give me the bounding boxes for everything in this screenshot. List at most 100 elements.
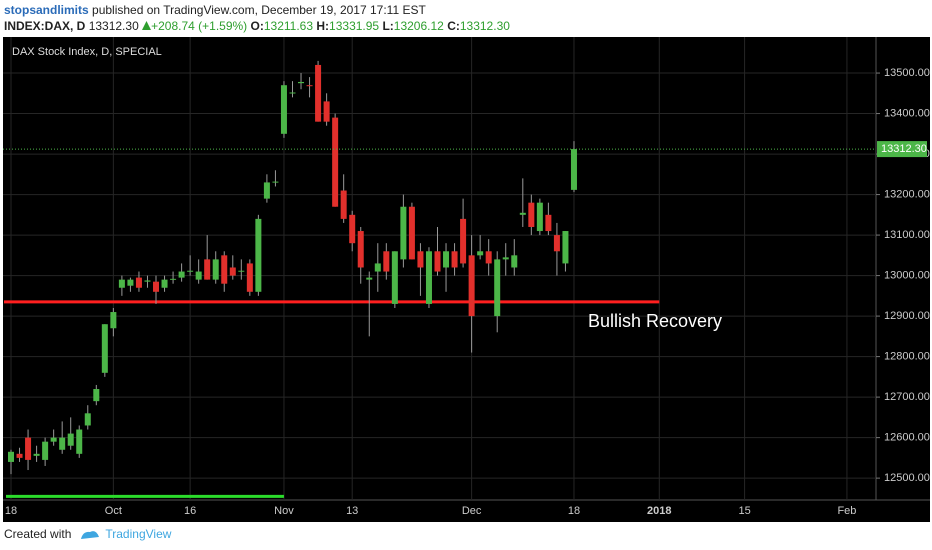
candle-body [255, 218, 262, 292]
y-tick-label: 12700.00 [884, 391, 930, 403]
candle-body [553, 235, 560, 252]
symbol: INDEX:DAX, D [4, 19, 86, 33]
candle-body [298, 81, 305, 84]
candle-body [204, 259, 211, 280]
candle-body [357, 231, 364, 268]
y-tick-label: 12500.00 [884, 472, 930, 484]
candle-body [272, 181, 279, 183]
c-label: C: [447, 19, 460, 33]
candle-body [332, 117, 339, 207]
last-price-box [877, 141, 927, 158]
y-tick-label: 13500.00 [884, 67, 930, 79]
candle-body [434, 251, 441, 272]
y-tick-label: 13200.00 [884, 188, 930, 200]
candle-body [178, 271, 185, 278]
y-tick-label: 13000.00 [884, 269, 930, 281]
last-price-label: 13312.30 [881, 143, 927, 155]
candle-body [212, 259, 219, 280]
candle-body [50, 437, 57, 442]
x-tick-label: Feb [837, 505, 856, 517]
y-tick-label: 12800.00 [884, 351, 930, 363]
candle-body [221, 255, 228, 284]
l-label: L: [382, 19, 394, 33]
candle-body [477, 251, 484, 256]
x-tick-label: 18 [568, 505, 580, 517]
candle-body [101, 324, 108, 373]
candle-body [536, 202, 543, 232]
candle-body [315, 64, 322, 122]
candle-body [33, 453, 40, 456]
candle-body [127, 279, 134, 286]
candle-body [451, 251, 458, 268]
candle-body [570, 149, 577, 190]
header-line-1: stopsandlimits published on TradingView.… [4, 3, 426, 17]
candle-body [144, 280, 151, 282]
x-tick-label: Dec [462, 505, 482, 517]
candle-body [170, 278, 177, 280]
x-tick-label: 13 [346, 505, 358, 517]
candle-body [383, 251, 390, 272]
published: published on TradingView.com, December 1… [92, 3, 426, 17]
candle-body [468, 255, 475, 317]
x-tick-label: 2018 [647, 505, 671, 517]
candle-body [25, 437, 32, 460]
candle-body [187, 270, 194, 272]
l-value: 13206.12 [393, 19, 444, 33]
created-with: Created with [4, 527, 72, 541]
candle-body [349, 214, 356, 244]
logo [81, 531, 100, 539]
candle-body [545, 214, 552, 232]
chart: DAX Stock Index, D, SPECIAL Bullish Reco… [3, 37, 930, 522]
annotation: Bullish Recovery [588, 311, 722, 331]
candle-body [76, 429, 83, 454]
h-value: 13331.95 [329, 19, 380, 33]
candle-body [42, 441, 49, 460]
candle-body [408, 206, 415, 260]
candle-body [135, 277, 142, 288]
brand[interactable]: TradingView [105, 527, 172, 541]
change: +208.74 (+1.59%) [151, 19, 248, 33]
candle-body [16, 453, 23, 458]
candle-body [400, 206, 407, 260]
y-tick-label: 12600.00 [884, 432, 930, 444]
y-tick-label: 12900.00 [884, 310, 930, 322]
candle-body [93, 389, 100, 402]
candle-body [110, 312, 117, 329]
up-arrow [142, 21, 152, 30]
candle-body [118, 279, 125, 288]
candle-body [443, 251, 450, 268]
candle-body [84, 413, 91, 426]
price: 13312.30 [88, 19, 139, 33]
candle-body [502, 257, 509, 260]
chart-bg [3, 37, 930, 522]
candle-body [161, 279, 168, 288]
y-tick-label: 13100.00 [884, 229, 930, 241]
author[interactable]: stopsandlimits [4, 3, 89, 17]
candle-body [323, 101, 330, 122]
candle-body [263, 182, 270, 199]
x-tick-label: 18 [5, 505, 17, 517]
candle-body [511, 255, 518, 268]
candle-body [417, 251, 424, 268]
candle-body [391, 251, 398, 304]
candle-body [238, 270, 245, 272]
x-tick-label: Oct [105, 505, 122, 517]
candle-body [229, 267, 236, 276]
x-tick-label: Nov [274, 505, 294, 517]
candle-body [340, 190, 347, 219]
candle-body [246, 263, 253, 292]
candle-body [195, 271, 202, 280]
x-tick-label: 16 [184, 505, 196, 517]
candle-body [8, 451, 14, 462]
candle-body [562, 231, 569, 264]
o-label: O: [250, 19, 264, 33]
candle-body [280, 85, 287, 134]
footer: Created with TradingView [4, 527, 171, 541]
candle-body [460, 218, 467, 264]
candle-body [366, 277, 373, 280]
c-value: 13312.30 [459, 19, 510, 33]
candle-body [485, 251, 492, 264]
candle-body [306, 85, 313, 87]
candle-body [59, 437, 66, 450]
